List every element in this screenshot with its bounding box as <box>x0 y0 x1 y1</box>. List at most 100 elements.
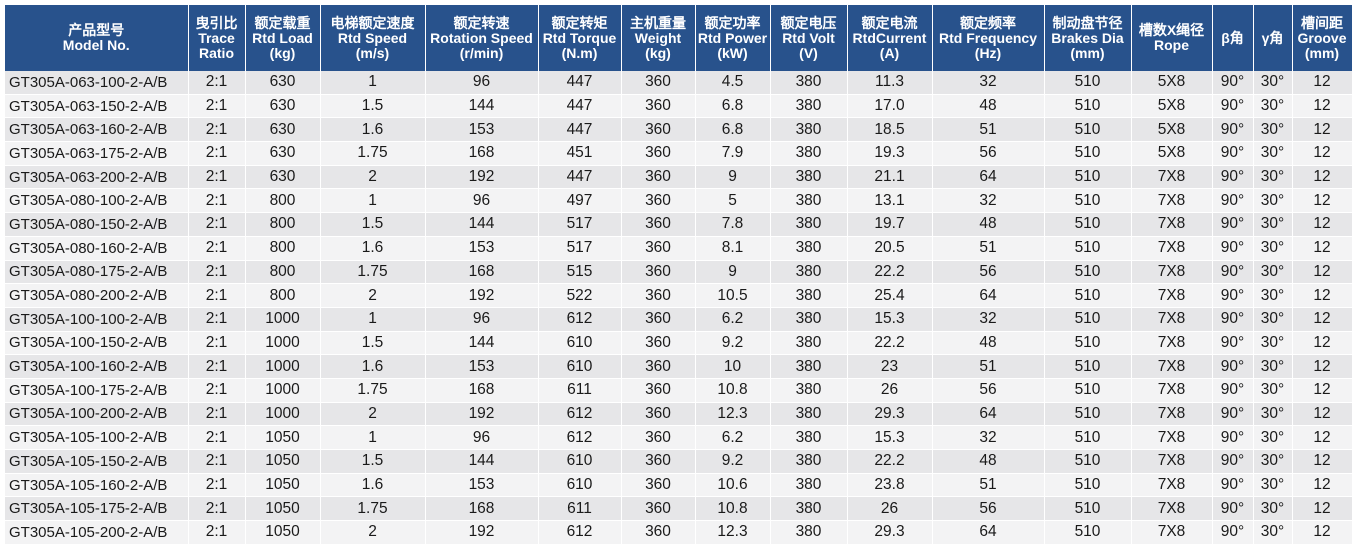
cell-gamma: 30° <box>1253 331 1293 356</box>
cell-rtd-torque: 517 <box>538 236 622 261</box>
column-header-unit: (kg) <box>645 44 671 61</box>
column-header-en: Rope <box>1154 37 1189 53</box>
cell-model: GT305A-100-175-2-A/B <box>5 378 189 403</box>
cell-rtd-power: 10.5 <box>695 283 771 308</box>
cell-model: GT305A-063-200-2-A/B <box>5 165 189 190</box>
cell-rtd-current: 22.2 <box>847 260 933 285</box>
cell-rtd-speed: 2 <box>320 402 426 427</box>
cell-groove: 12 <box>1292 402 1353 427</box>
cell-model: GT305A-063-100-2-A/B <box>5 71 189 95</box>
cell-gamma: 30° <box>1253 236 1293 261</box>
cell-beta: 90° <box>1212 520 1254 545</box>
column-header-zh: 额定载重 <box>254 14 311 31</box>
cell-rotation-speed: 153 <box>425 473 539 498</box>
cell-trace-ratio: 2:1 <box>188 94 246 119</box>
cell-model: GT305A-063-160-2-A/B <box>5 117 189 143</box>
table-body: GT305A-063-100-2-A/B 2:1 630 1 96 447 360 4.5 38… <box>5 71 1353 545</box>
cell-rtd-load: 1050 <box>245 449 321 474</box>
column-header-unit: (m/s) <box>355 44 390 61</box>
cell-rtd-frequency: 48 <box>932 449 1045 474</box>
cell-rtd-volt: 380 <box>770 71 848 95</box>
cell-rtd-load: 630 <box>245 117 321 143</box>
table-row: GT305A-080-100-2-A/B 2:1 800 1 96 497 360 5 380 1… <box>5 188 1353 214</box>
column-header-en: Model No. <box>62 37 130 53</box>
cell-model: GT305A-105-175-2-A/B <box>5 496 189 522</box>
column-header-unit: (mm) <box>1304 44 1340 61</box>
cell-rtd-frequency: 48 <box>932 331 1045 356</box>
cell-model: GT305A-105-200-2-A/B <box>5 520 189 545</box>
cell-rtd-volt: 380 <box>770 117 848 143</box>
cell-rtd-load: 1000 <box>245 307 321 332</box>
cell-rotation-speed: 96 <box>425 188 539 214</box>
cell-weight: 360 <box>621 141 696 166</box>
cell-beta: 90° <box>1212 283 1254 308</box>
cell-rtd-speed: 1.75 <box>320 260 426 285</box>
column-header-zh: 额定功率 <box>704 14 761 31</box>
cell-gamma: 30° <box>1253 141 1293 166</box>
cell-rotation-speed: 168 <box>425 260 539 285</box>
cell-rtd-speed: 1.5 <box>320 331 426 356</box>
cell-brakes-dia: 510 <box>1044 402 1132 427</box>
cell-brakes-dia: 510 <box>1044 449 1132 474</box>
cell-rtd-current: 17.0 <box>847 94 933 119</box>
cell-brakes-dia: 510 <box>1044 307 1132 332</box>
cell-gamma: 30° <box>1253 283 1293 308</box>
cell-rtd-load: 800 <box>245 212 321 237</box>
cell-rtd-torque: 517 <box>538 212 622 237</box>
column-header-trace-ratio: 曳引比 Trace Ratio <box>188 5 246 71</box>
cell-rotation-speed: 192 <box>425 283 539 308</box>
column-header-unit: Ratio <box>199 44 234 61</box>
cell-weight: 360 <box>621 331 696 356</box>
cell-model: GT305A-100-100-2-A/B <box>5 307 189 332</box>
cell-rtd-current: 21.1 <box>847 165 933 190</box>
cell-rtd-volt: 380 <box>770 212 848 237</box>
cell-rtd-frequency: 51 <box>932 236 1045 261</box>
cell-model: GT305A-080-175-2-A/B <box>5 260 189 285</box>
table-row: GT305A-100-175-2-A/B 2:1 1000 1.75 168 611 360… <box>5 378 1353 403</box>
cell-beta: 90° <box>1212 378 1254 403</box>
cell-rope: 7X8 <box>1131 212 1213 237</box>
table-row: GT305A-105-150-2-A/B 2:1 1050 1.5 144 610 360 9… <box>5 449 1353 474</box>
cell-rtd-speed: 1.75 <box>320 378 426 403</box>
column-header-en: RtdCurrent <box>852 29 927 46</box>
cell-brakes-dia: 510 <box>1044 236 1132 261</box>
column-header-en: Rtd Load <box>252 29 313 46</box>
cell-rtd-volt: 380 <box>770 260 848 285</box>
cell-model: GT305A-105-100-2-A/B <box>5 425 189 450</box>
cell-rope: 7X8 <box>1131 165 1213 190</box>
cell-rtd-load: 800 <box>245 188 321 214</box>
column-header-rtd-speed: 电梯额定速度 Rtd Speed (m/s) <box>320 5 426 71</box>
cell-gamma: 30° <box>1253 354 1293 379</box>
cell-rtd-current: 15.3 <box>847 307 933 332</box>
cell-weight: 360 <box>621 402 696 427</box>
cell-beta: 90° <box>1212 141 1254 166</box>
cell-trace-ratio: 2:1 <box>188 520 246 545</box>
cell-gamma: 30° <box>1253 378 1293 403</box>
cell-rtd-speed: 1 <box>320 425 426 450</box>
column-header-unit: (kW) <box>717 44 748 61</box>
cell-rope: 7X8 <box>1131 496 1213 522</box>
cell-rtd-speed: 1.5 <box>320 94 426 119</box>
cell-groove: 12 <box>1292 449 1353 474</box>
cell-beta: 90° <box>1212 188 1254 214</box>
cell-rtd-load: 1000 <box>245 354 321 379</box>
column-header-zh: 额定电流 <box>861 14 918 31</box>
column-header-unit: (V) <box>799 44 818 61</box>
column-header-groove: 槽间距 Groove (mm) <box>1292 5 1353 71</box>
cell-rtd-speed: 1.75 <box>320 141 426 166</box>
cell-trace-ratio: 2:1 <box>188 188 246 214</box>
column-header-zh: 曳引比 <box>195 14 238 31</box>
cell-trace-ratio: 2:1 <box>188 425 246 450</box>
cell-brakes-dia: 510 <box>1044 354 1132 379</box>
table-row: GT305A-105-175-2-A/B 2:1 1050 1.75 168 611 360… <box>5 496 1353 522</box>
cell-gamma: 30° <box>1253 402 1293 427</box>
cell-rtd-torque: 497 <box>538 188 622 214</box>
cell-brakes-dia: 510 <box>1044 520 1132 545</box>
cell-rtd-power: 6.2 <box>695 425 771 450</box>
column-header-en: Rtd Frequency <box>938 29 1037 46</box>
cell-rtd-frequency: 64 <box>932 165 1045 190</box>
column-header-rtd-power: 额定功率 Rtd Power (kW) <box>695 5 771 71</box>
cell-model: GT305A-080-200-2-A/B <box>5 283 189 308</box>
cell-groove: 12 <box>1292 283 1353 308</box>
cell-rope: 5X8 <box>1131 71 1213 95</box>
